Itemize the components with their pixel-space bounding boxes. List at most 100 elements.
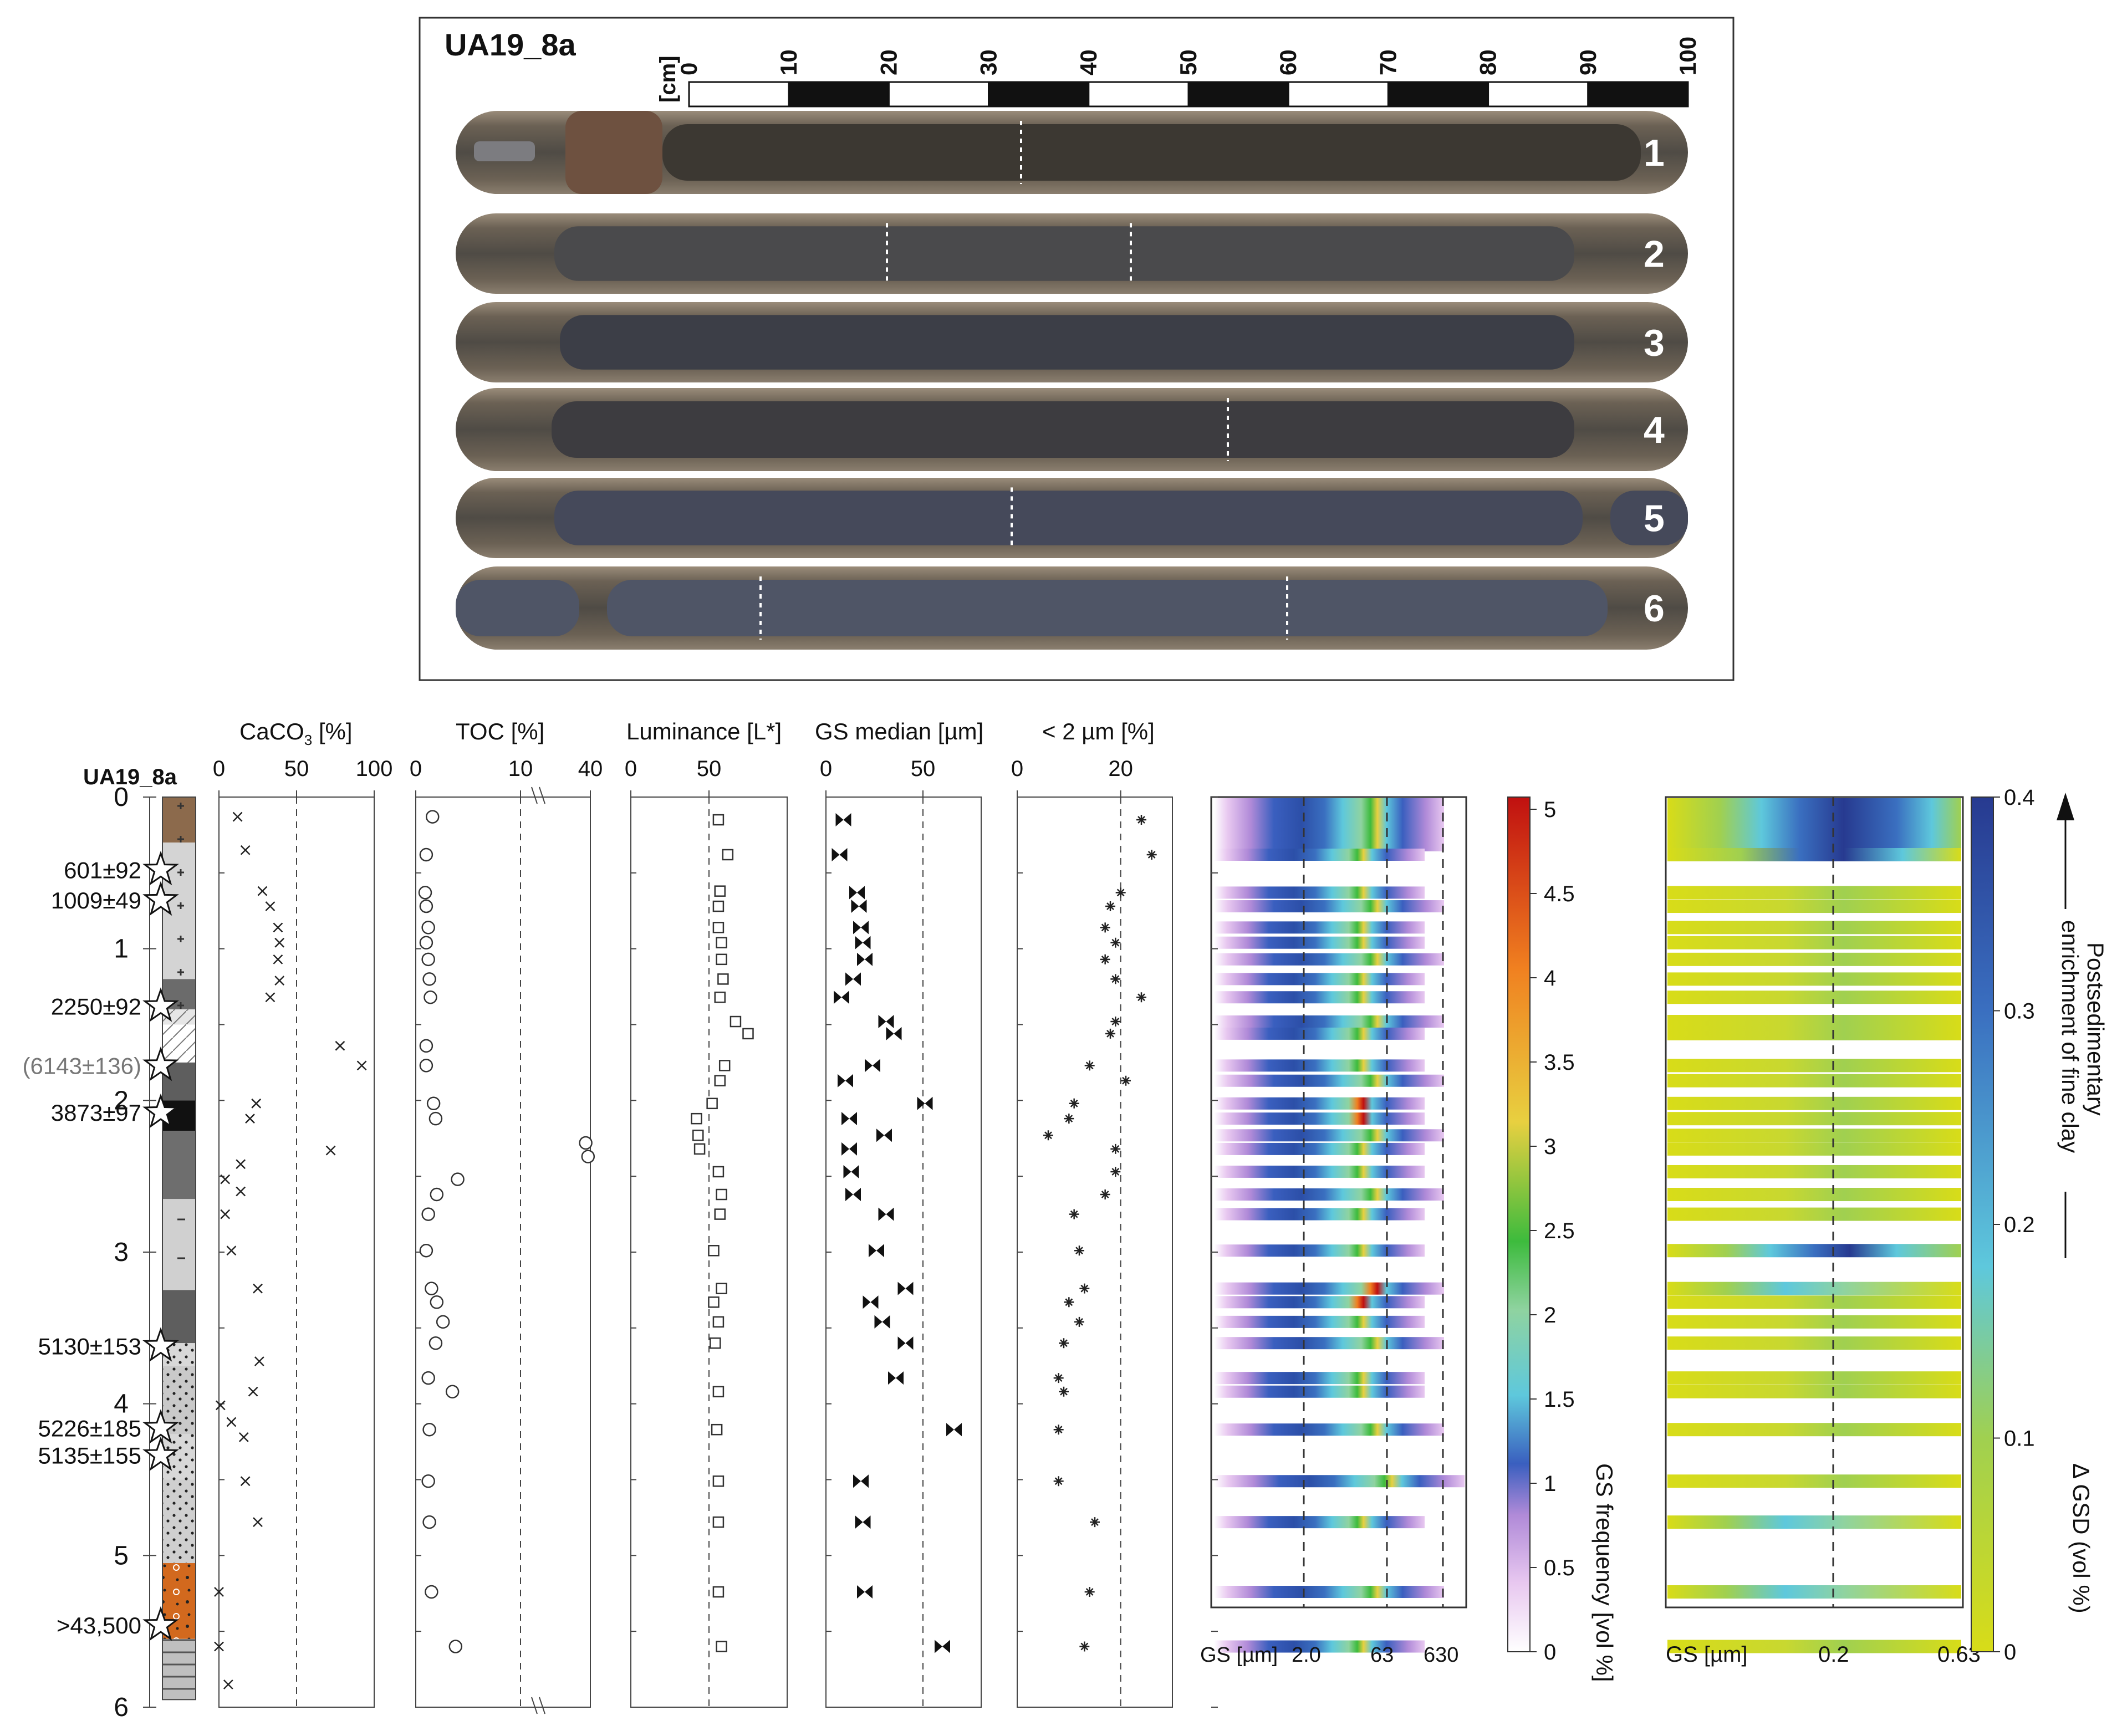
gs-colorbar-tick-label: 1.5 [1544, 1387, 1575, 1412]
luminance-point [714, 885, 726, 897]
litho-unit [162, 1290, 196, 1344]
caco3-point [223, 1679, 233, 1689]
scale-tick-label: 100 [1675, 37, 1701, 75]
heatmap-row [1214, 1475, 1465, 1488]
age-star-icon [142, 1606, 179, 1641]
gs-median-point [865, 1059, 880, 1073]
dgsd-row [1667, 990, 1961, 1004]
clay-point [1064, 1297, 1074, 1308]
dgsd-colorbar-tick-label: 0.4 [2004, 785, 2035, 810]
litho-pattern [162, 1479, 196, 1564]
clay-point [1110, 1143, 1121, 1154]
dgsd-row [1667, 936, 1961, 949]
heatmap-row [1214, 921, 1425, 934]
gs-colorbar-tick-label: 3 [1544, 1135, 1556, 1159]
clay-point [1110, 937, 1121, 948]
luminance-point [718, 1060, 731, 1071]
litho-unit [162, 1131, 196, 1199]
clay-point [1146, 849, 1157, 860]
depth-tick-label: 0 [114, 783, 129, 812]
dgsd-row [1667, 1385, 1961, 1398]
dgsd-xtick-0.2: 0.2 [1818, 1642, 1849, 1667]
toc-point [418, 886, 432, 900]
toc-point [579, 1136, 593, 1150]
caco3-point [226, 1245, 237, 1256]
toc-frame [415, 796, 591, 1708]
dgsd-row [1667, 1244, 1961, 1258]
scale-tick-label: 30 [976, 49, 1002, 75]
dgsd-row [1667, 1112, 1961, 1126]
age-labels: 601±921009±492250±92(6143±136)3873±97513… [22, 850, 179, 1641]
dgsd-colorbar-tick-label: 0.3 [2004, 999, 2035, 1024]
luminance-point [716, 1188, 727, 1201]
clay-title: < 2 µm [%] [1042, 718, 1155, 744]
luminance-point [717, 973, 729, 985]
enrichment-annotation-line2: enrichment of fine clay [2057, 920, 2083, 1153]
clay-frame [1017, 796, 1173, 1708]
toc-xtick-label: 0 [410, 757, 422, 781]
dgsd-row [1667, 1165, 1961, 1178]
gs-median-point [935, 1640, 950, 1653]
gs-median-point [838, 1074, 853, 1087]
caco3-point [251, 1098, 262, 1109]
enrichment-arrow-head [2057, 793, 2074, 820]
heatmap-row [1214, 973, 1425, 986]
dgsd-row [1667, 1015, 1961, 1029]
segment-number: 5 [1644, 498, 1665, 540]
clay-point [1105, 901, 1115, 912]
luminance-point [712, 1586, 725, 1598]
caco3-point [215, 1400, 226, 1411]
heatmap-row [1214, 991, 1425, 1004]
core-sediment [552, 401, 1574, 458]
gs-median-point [897, 1281, 914, 1295]
luminance-point [711, 1423, 723, 1436]
clay-point [1100, 954, 1110, 964]
caco3-point [236, 1159, 246, 1170]
caco3-point [220, 1174, 231, 1184]
gs-median-point [897, 1336, 914, 1350]
scale-tick-label: 80 [1475, 49, 1501, 75]
dgsd-row [1667, 886, 1961, 900]
clay-point [1064, 1114, 1074, 1124]
caco3-point [232, 811, 243, 822]
gs-median-point [863, 1295, 879, 1309]
heatmap-row [1214, 1074, 1444, 1087]
caco3-point [214, 1641, 224, 1652]
litho-outline [162, 796, 196, 1701]
gs-colorbar-tick-label: 2.5 [1544, 1219, 1575, 1243]
caco3-point [274, 976, 285, 986]
clay-xtick-label: 20 [1108, 757, 1133, 781]
toc-point [581, 1150, 595, 1163]
luminance-point [722, 849, 734, 861]
heatmap-row [1214, 886, 1425, 899]
clay-point [1110, 1166, 1121, 1177]
luminance-title: Luminance [L*] [626, 718, 782, 744]
litho-pattern [162, 1638, 196, 1700]
dgsd-colorbar-tick-label: 0.1 [2004, 1427, 2035, 1451]
clay-point [1069, 1098, 1079, 1109]
caco3-point [253, 1517, 263, 1528]
scale-tick-label: 50 [1175, 49, 1201, 75]
gs-median-point [845, 1188, 861, 1202]
scale-segment [1387, 81, 1489, 108]
scatter-panels: 0 50 100 0 10 40 0 50 0 50 0 20 [213, 757, 1173, 1714]
toc-point [426, 1096, 441, 1111]
dgsd-colorbar-title: Δ GSD (vol %) [2068, 1463, 2094, 1614]
dgsd-colorbar-tick-label: 0 [2004, 1640, 2016, 1664]
caco3-point [356, 1060, 367, 1071]
luminance-point [712, 1166, 725, 1178]
clay-point [1043, 1130, 1053, 1141]
toc-point [419, 936, 433, 949]
gs-median-point [878, 1015, 894, 1029]
heatmap-row [1214, 1188, 1444, 1201]
clay-point [1079, 1283, 1090, 1294]
heatmap-row [1214, 1129, 1444, 1142]
clay-point [1059, 1386, 1069, 1397]
depth-tick-label: 4 [114, 1390, 129, 1419]
gs-median-point [832, 847, 848, 861]
age-star-icon [142, 1046, 179, 1081]
dgsd-row [1667, 1188, 1961, 1202]
heatmap-xtick-630: 630 [1424, 1643, 1458, 1667]
dgsd-row [1667, 1207, 1961, 1221]
clay-xtick-label: 0 [1011, 757, 1023, 781]
